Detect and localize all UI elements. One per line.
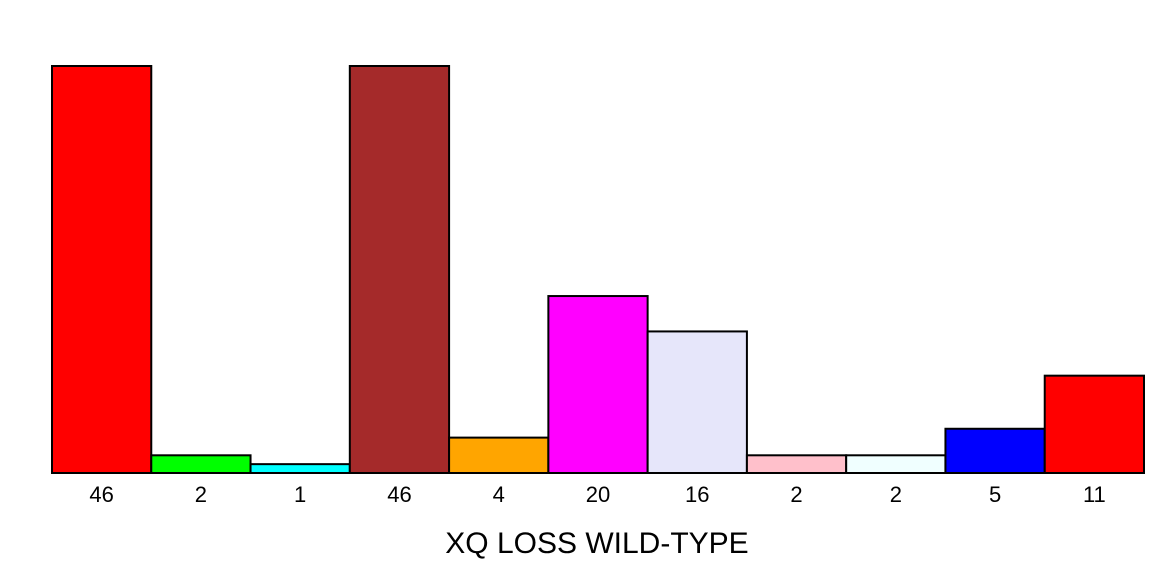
x-tick-label-10: 5	[989, 482, 1001, 507]
bar-6	[547, 295, 649, 475]
bar-2	[150, 454, 252, 474]
bar-10	[944, 427, 1046, 475]
bar-8	[745, 454, 848, 474]
tick-labels-group: 46 2 1 46 4 20 16 2 2 5 11	[89, 482, 1105, 507]
x-tick-label-6: 20	[586, 482, 610, 507]
x-tick-label-4: 46	[387, 482, 411, 507]
x-tick-label-1: 46	[89, 482, 113, 507]
x-tick-label-5: 4	[493, 482, 505, 507]
x-tick-label-8: 2	[790, 482, 802, 507]
bar-3	[249, 463, 351, 474]
x-tick-label-9: 2	[890, 482, 902, 507]
bar-5	[448, 436, 550, 474]
x-tick-label-7: 16	[685, 482, 709, 507]
bar-9	[845, 454, 947, 474]
bar-1	[51, 65, 153, 474]
bar-11	[1043, 374, 1145, 475]
bars-group	[51, 65, 1145, 475]
x-axis-title: XQ LOSS WILD-TYPE	[445, 527, 748, 560]
x-tick-label-11: 11	[1083, 482, 1106, 507]
x-tick-label-2: 2	[195, 482, 207, 507]
bar-4	[348, 65, 451, 474]
x-tick-label-3: 1	[294, 482, 306, 507]
bar-7	[646, 330, 748, 474]
